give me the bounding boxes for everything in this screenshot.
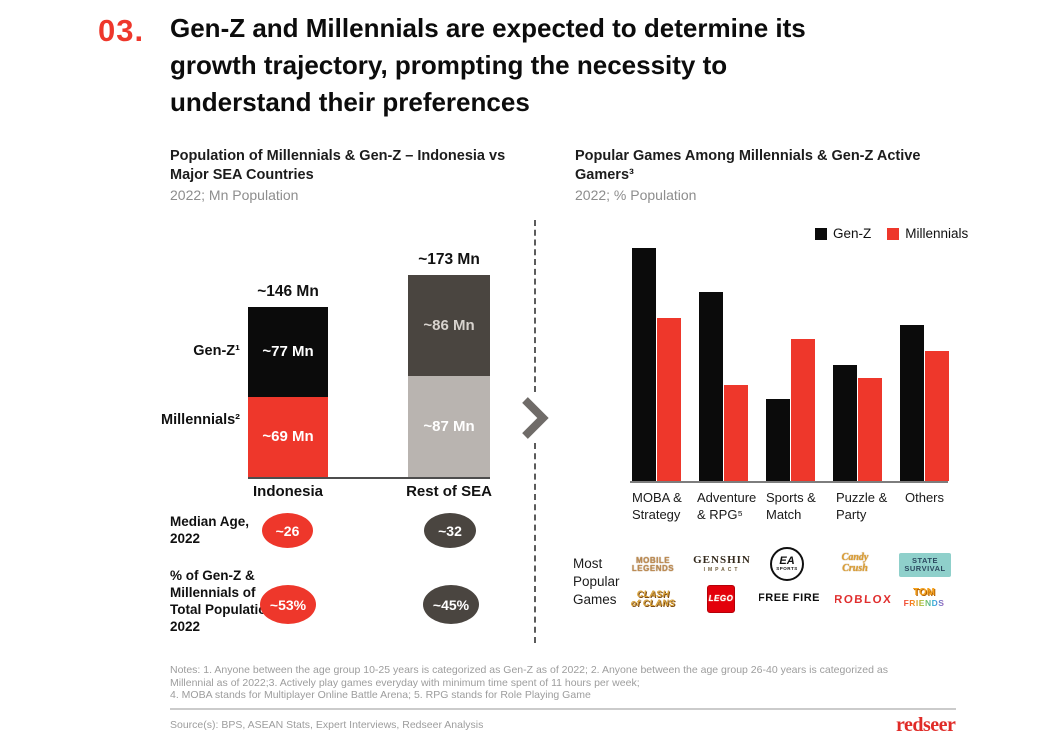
notes-line-2: Millennial as of 2022;3. Actively play g… xyxy=(170,676,640,689)
millennials-bar-2 xyxy=(791,338,815,481)
median-age-label: Median Age, 2022 xyxy=(170,514,250,546)
games-x-axis-line xyxy=(630,481,948,483)
genz-mill-share-rest-of-sea-pill: ~45% xyxy=(423,585,479,624)
games-chart-title-line-1: Popular Games Among Millennials & Gen-Z … xyxy=(575,148,921,164)
gen-z-bar-3 xyxy=(833,364,857,481)
millennials-segment-0: ~69 Mn xyxy=(248,396,328,477)
category-label-0: Indonesia xyxy=(252,483,323,500)
tom-friends-logo-text-1: TOM xyxy=(912,587,936,599)
clash-of-clans-logo: CLASH of CLANS xyxy=(623,584,683,614)
median-age-rest-of-sea-pill: ~32 xyxy=(424,513,476,548)
notes-line-3: 4. MOBA stands for Multiplayer Online Ba… xyxy=(170,689,591,701)
candy-crush-logo-text-1: Candy xyxy=(841,552,869,563)
gen-z-bar-0 xyxy=(632,248,656,481)
page-title-line-3: understand their preferences xyxy=(170,87,530,117)
lego-logo: LEGO xyxy=(707,585,735,613)
mobile-legends-logo-text-1: MOBILE xyxy=(635,555,671,565)
clash-of-clans-logo-text-2: of CLANS xyxy=(630,598,676,608)
page-title: Gen-Z and Millennials are expected to de… xyxy=(170,10,960,121)
games-category-label-0: MOBA & Strategy xyxy=(632,490,682,522)
genshin-impact-logo-text-1: GENSHIN xyxy=(693,554,751,567)
x-axis-line xyxy=(248,477,490,479)
notes-line-1: Notes: 1. Anyone between the age group 1… xyxy=(170,664,888,676)
population-chart-subtitle: 2022; Mn Population xyxy=(170,187,299,203)
gen-z-row-label: Gen-Z¹ xyxy=(193,343,240,359)
chevron-right-icon xyxy=(522,397,549,439)
candy-crush-logo-text-2: Crush xyxy=(842,562,868,574)
candy-crush-logo: Candy Crush xyxy=(837,547,873,580)
total-label-0: ~146 Mn xyxy=(257,282,319,300)
most-popular-games-label: Most Popular Games xyxy=(573,556,620,607)
genz-mill-share-indonesia-pill: ~53% xyxy=(260,585,316,624)
state-survival-logo-text-2: SURVIVAL xyxy=(904,564,946,573)
tom-friends-logo: TOM FRIENDS xyxy=(897,581,951,615)
mobile-legends-logo: MOBILE LEGENDS xyxy=(625,551,681,579)
games-chart-title: Popular Games Among Millennials & Gen-Z … xyxy=(575,147,920,185)
millennials-bar-1 xyxy=(724,385,748,481)
footer-divider xyxy=(170,708,956,710)
notes: Notes: 1. Anyone between the age group 1… xyxy=(170,664,930,702)
state-survival-logo: STATE SURVIVAL xyxy=(899,553,951,577)
clash-of-clans-logo-text-1: CLASH xyxy=(636,588,670,599)
total-label-1: ~173 Mn xyxy=(418,251,480,269)
games-category-label-2: Sports & Match xyxy=(766,490,816,522)
gen-z-segment-1: ~86 Mn xyxy=(408,275,490,376)
games-category-label-4: Others xyxy=(905,490,945,505)
millennials-legend-swatch xyxy=(887,227,900,240)
gen-z-legend-swatch xyxy=(815,227,827,240)
millennials-legend-label: Millennials xyxy=(905,226,969,241)
free-fire-logo-text-1: FREE FIRE xyxy=(759,592,819,605)
category-label-1: Rest of SEA xyxy=(406,483,492,500)
millennials-bar-3 xyxy=(858,378,882,481)
games-category-label-3: Puzzle & Party xyxy=(836,490,888,522)
free-fire-logo: FREE FIRE xyxy=(759,588,819,610)
page-title-line-2: growth trajectory, prompting the necessi… xyxy=(170,50,728,80)
ea-sports-logo-text-2: SPORTS xyxy=(776,566,798,572)
slide-number: 03. xyxy=(98,13,145,48)
population-chart-title-line-1: Population of Millennials & Gen-Z – Indo… xyxy=(170,148,506,164)
state-survival-logo-text-1: STATE xyxy=(912,556,938,566)
gen-z-bar-1 xyxy=(699,292,723,481)
millennials-segment-1: ~87 Mn xyxy=(408,375,490,477)
ea-sports-logo-text-1: EA xyxy=(779,554,795,567)
genshin-impact-logo-text-2: IMPACT xyxy=(703,566,741,573)
millennials-bar-0 xyxy=(657,317,681,481)
page-title-line-1: Gen-Z and Millennials are expected to de… xyxy=(170,13,806,43)
lego-logo-text-1: LEGO xyxy=(708,593,734,603)
tom-friends-logo-text-2: FRIENDS xyxy=(903,597,945,608)
millennials-bar-4 xyxy=(925,350,949,481)
gen-z-bar-4 xyxy=(900,324,924,481)
games-chart-title-line-2: Gamers³ xyxy=(575,167,634,183)
median-age-indonesia-pill: ~26 xyxy=(262,513,313,548)
section-divider-bottom xyxy=(534,443,536,643)
millennials-row-label: Millennials² xyxy=(161,412,240,428)
games-category-label-1: Adventure & RPG⁵ xyxy=(697,490,757,522)
games-chart-legend: Gen-Z Millennials xyxy=(815,226,968,241)
roblox-logo-text-1: ROBLOX xyxy=(835,593,891,606)
redseer-logo: redseer xyxy=(896,714,956,736)
games-chart-header: Popular Games Among Millennials & Gen-Z … xyxy=(575,147,920,203)
section-divider-top xyxy=(534,220,536,392)
population-chart-title-line-2: Major SEA Countries xyxy=(170,167,314,183)
population-chart-title: Population of Millennials & Gen-Z – Indo… xyxy=(170,147,505,185)
ea-sports-logo: EA SPORTS xyxy=(770,547,804,581)
roblox-logo: ROBLOX xyxy=(835,590,891,610)
population-chart-header: Population of Millennials & Gen-Z – Indo… xyxy=(170,147,505,203)
genshin-impact-logo: GENSHIN IMPACT xyxy=(692,549,752,579)
gen-z-segment-0: ~77 Mn xyxy=(248,306,328,397)
source-text: Source(s): BPS, ASEAN Stats, Expert Inte… xyxy=(170,719,484,731)
gen-z-legend-label: Gen-Z xyxy=(833,226,872,241)
gen-z-bar-2 xyxy=(766,399,790,481)
games-chart-subtitle: 2022; % Population xyxy=(575,187,697,203)
mobile-legends-logo-text-2: LEGENDS xyxy=(631,564,675,573)
genz-mill-share-label: % of Gen-Z & Millennials of Total Popula… xyxy=(170,568,279,634)
